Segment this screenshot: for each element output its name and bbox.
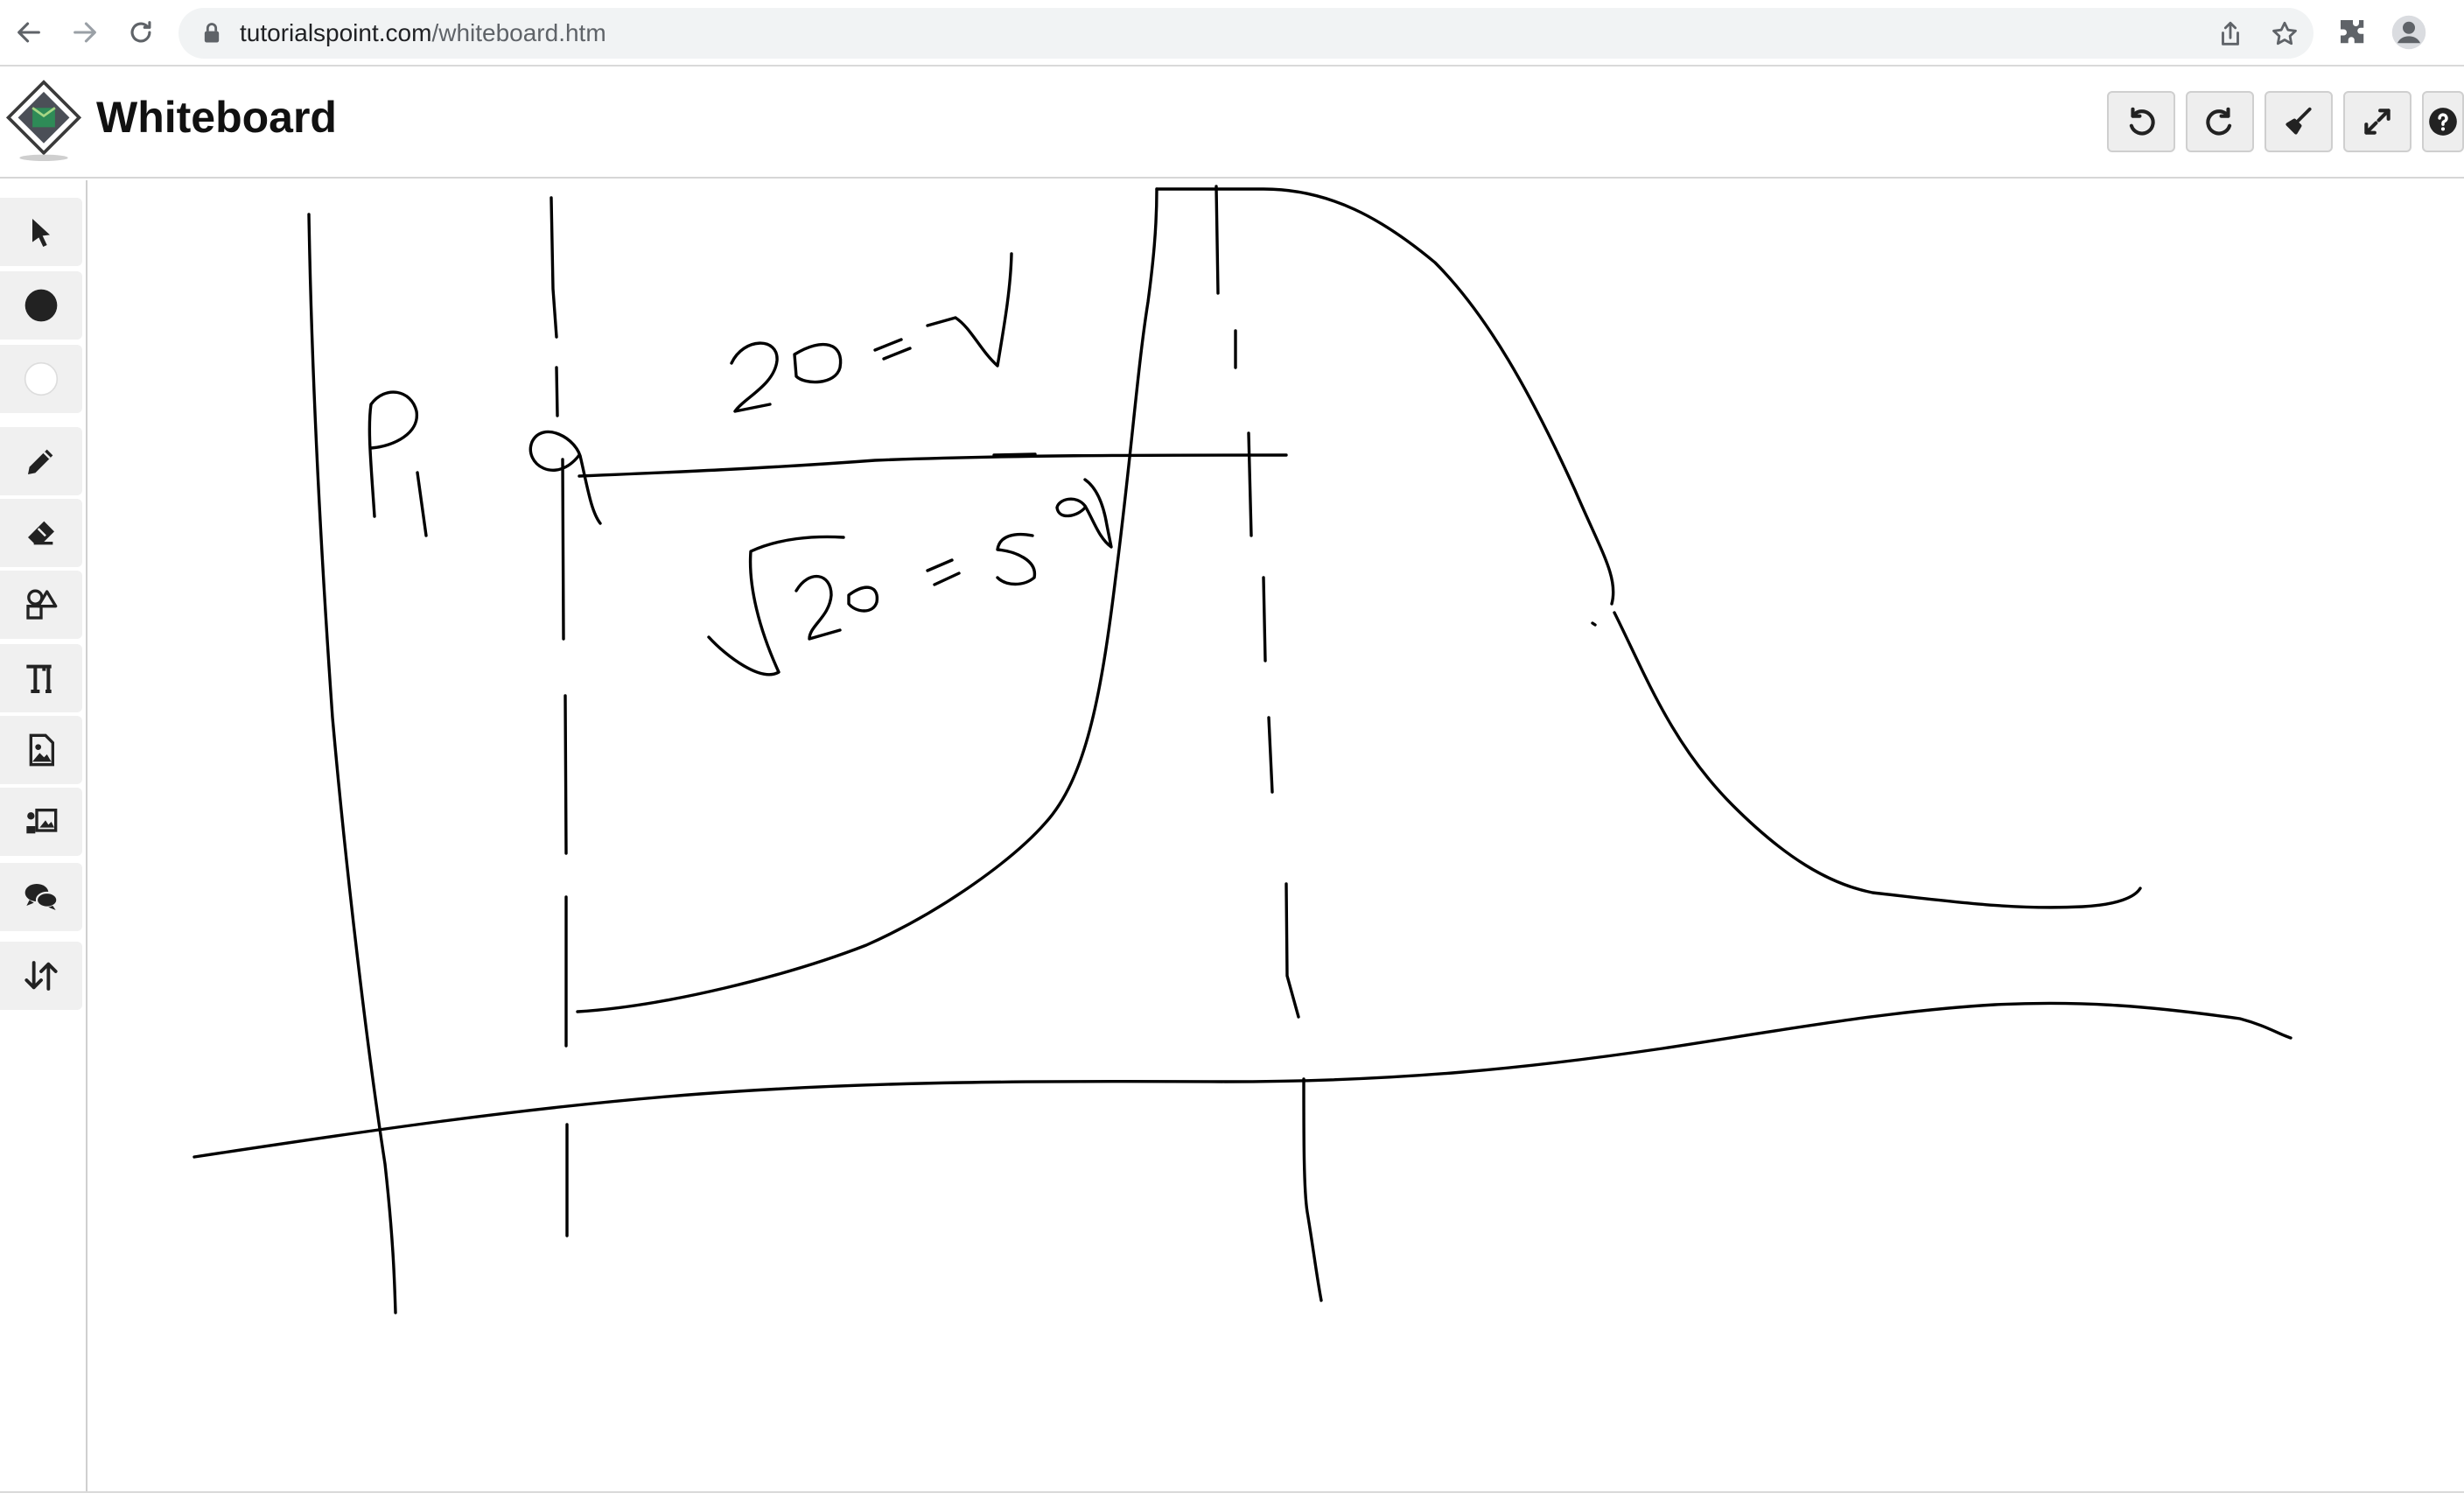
shapes-tool[interactable] — [0, 571, 82, 639]
help-icon — [2429, 108, 2457, 136]
text-tool[interactable] — [0, 644, 82, 712]
clear-brush-icon — [2286, 107, 2312, 135]
download-upload-icon — [24, 961, 58, 991]
chat-tool[interactable] — [0, 863, 82, 931]
reload-icon[interactable] — [121, 12, 161, 53]
page-title: Whiteboard — [96, 93, 337, 142]
fullscreen-button[interactable] — [2343, 91, 2412, 152]
white-color-tool[interactable] — [0, 345, 82, 413]
app-header: Whiteboard — [0, 67, 2464, 179]
clear-board-button[interactable] — [2264, 91, 2333, 152]
back-arrow-icon[interactable] — [9, 12, 49, 53]
whiteboard-canvas[interactable] — [86, 180, 2464, 1493]
black-color-tool[interactable] — [0, 271, 82, 340]
tutorialspoint-logo — [5, 80, 82, 161]
text-icon — [26, 664, 52, 693]
black-color-icon — [24, 289, 58, 322]
share-icon[interactable] — [2216, 19, 2245, 49]
eraser-icon — [28, 521, 54, 545]
redo-icon — [2206, 107, 2232, 136]
pencil-tool[interactable] — [0, 427, 82, 495]
shapes-icon — [26, 589, 58, 620]
url-text[interactable]: tutorialspoint.com/whiteboard.htm — [240, 19, 606, 46]
extensions-puzzle-icon[interactable] — [2334, 14, 2371, 51]
profile-avatar-icon[interactable] — [2390, 14, 2427, 51]
redo-button[interactable] — [2186, 91, 2254, 152]
background-image-icon — [26, 809, 58, 834]
download-upload-tool[interactable] — [0, 942, 82, 1010]
help-button[interactable] — [2422, 91, 2464, 152]
image-icon — [29, 733, 54, 767]
bottom-divider — [0, 1491, 2464, 1493]
image-tool[interactable] — [0, 716, 82, 784]
select-tool[interactable] — [0, 198, 82, 266]
background-image-tool[interactable] — [0, 788, 82, 856]
select-pointer-icon — [32, 219, 50, 247]
undo-icon — [2129, 107, 2155, 136]
forward-arrow-icon[interactable] — [65, 12, 105, 53]
browser-toolbar: tutorialspoint.com/whiteboard.htm — [0, 0, 2464, 67]
eraser-tool[interactable] — [0, 499, 82, 567]
fullscreen-icon — [2364, 109, 2390, 135]
star-icon[interactable] — [2270, 19, 2300, 49]
white-color-icon — [24, 361, 59, 396]
undo-button[interactable] — [2107, 91, 2175, 152]
lock-icon[interactable] — [200, 21, 224, 46]
address-bar[interactable]: tutorialspoint.com/whiteboard.htm — [178, 8, 2314, 59]
chat-icon — [24, 884, 59, 910]
pencil-icon — [28, 449, 53, 474]
